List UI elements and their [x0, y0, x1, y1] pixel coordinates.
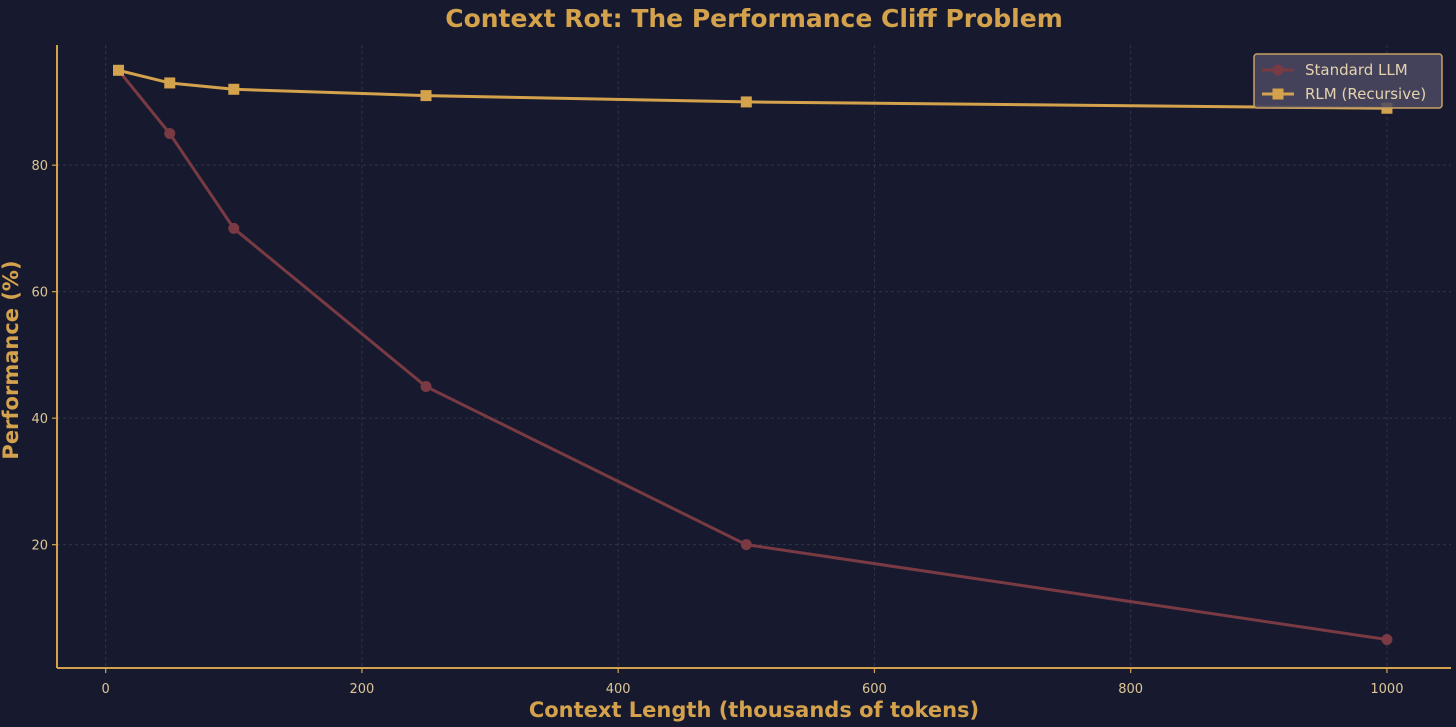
legend-box [1253, 53, 1443, 109]
axes [56, 45, 1451, 669]
data-point [420, 90, 432, 102]
data-point [228, 83, 240, 95]
series-line [117, 69, 1388, 642]
data-point [740, 96, 752, 108]
chart-title: Context Rot: The Performance Cliff Probl… [445, 4, 1063, 33]
data-point [1381, 634, 1393, 646]
y-tick-label: 20 [31, 539, 48, 554]
series-group [113, 64, 1393, 646]
y-axis-ticks: 20 40 60 80 [31, 159, 57, 554]
x-tick-label: 800 [1118, 682, 1143, 697]
y-axis-label: Performance (%) [0, 260, 23, 459]
x-axis-label: Context Length (thousands of tokens) [529, 698, 979, 722]
data-point [164, 128, 176, 140]
data-point [113, 64, 124, 76]
legend-marker [1272, 64, 1284, 76]
legend-items: Standard LLM RLM (Recursive) [1262, 61, 1426, 103]
grid-lines [57, 45, 1451, 668]
y-tick-label: 80 [31, 159, 48, 174]
data-point [740, 539, 752, 551]
legend-label: Standard LLM [1305, 61, 1408, 79]
x-tick-label: 400 [606, 682, 631, 697]
data-point [420, 381, 432, 393]
x-tick-label: 600 [862, 682, 887, 697]
series-rlm-recursive [113, 64, 1393, 114]
data-point [164, 77, 176, 89]
x-tick-label: 0 [102, 682, 110, 697]
series-standard-llm [113, 64, 1393, 646]
data-point [228, 222, 240, 234]
x-tick-label: 1000 [1370, 682, 1403, 697]
y-tick-label: 40 [31, 412, 48, 427]
x-axis-ticks: 0 200 400 600 800 1000 [102, 668, 1403, 697]
legend-label: RLM (Recursive) [1305, 85, 1426, 103]
legend-marker [1272, 88, 1284, 100]
x-tick-label: 200 [350, 682, 375, 697]
series-line [118, 68, 1387, 110]
legend: Standard LLM RLM (Recursive) [1253, 53, 1443, 109]
y-tick-label: 60 [31, 286, 48, 301]
